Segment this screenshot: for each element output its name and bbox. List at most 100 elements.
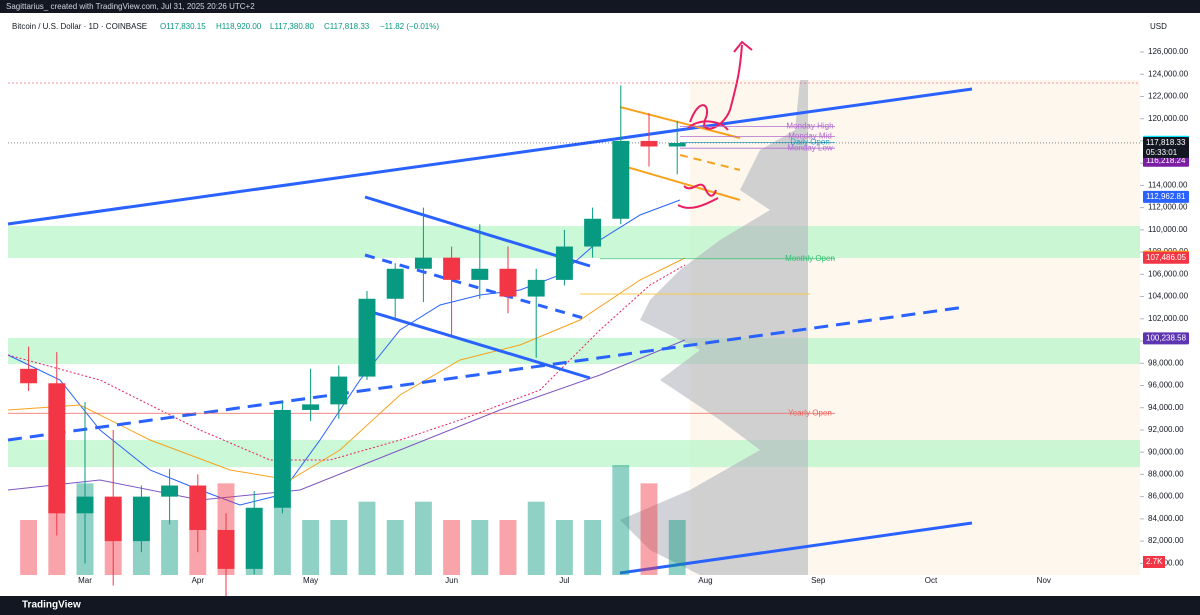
level-label: Yearly Open [788,408,832,417]
candle-body [217,529,235,569]
countdown-bg [1143,147,1189,158]
volume-tag-label: 2.7K [1146,557,1163,566]
zone [8,226,1140,258]
level-label: Monday High [786,122,833,131]
level-label: Monthly Open [785,254,835,263]
x-tick-label: Mar [78,576,92,585]
candle-body [161,485,179,497]
trendline [7,305,966,442]
x-tick-label: Apr [192,576,205,585]
ohlc-value: C117,818.33 [324,22,370,31]
brand: TradingView [22,600,81,611]
y-tick-label: 112,000.00 [1148,203,1188,212]
volume-bar [443,520,461,575]
volume-bar [273,501,291,575]
y-tick-label: 92,000.00 [1148,425,1184,434]
countdown: 05:33:01 [1146,148,1178,157]
y-tick-label: 122,000.00 [1148,92,1189,101]
y-tick-label: 98,000.00 [1148,358,1184,367]
currency: USD [1150,22,1167,31]
zone [8,338,1140,365]
level-label: Monday Mid [788,132,832,141]
trendline [7,87,973,226]
candle-body [414,257,432,269]
price-tag [1143,190,1189,203]
drawings [7,40,1140,575]
y-tick-label: 110,000.00 [1148,225,1188,234]
volume-tag [1143,556,1165,568]
channel [364,195,591,268]
candle-body [471,268,489,280]
ohlc-value: −11.82 (−0.01%) [380,22,439,31]
top-bar [0,0,1200,13]
volume-bar [499,520,517,575]
volume-bar [471,520,489,575]
zone [8,440,1140,468]
price-tag [1143,136,1189,149]
candle-body [555,246,573,280]
price-tag-label: 117,818.33 [1146,138,1186,147]
candle-body [668,142,686,147]
price-tag [1143,251,1189,264]
ma-mid [7,257,686,481]
x-tick-label: Aug [698,576,712,585]
level-label: Monday Low [787,143,833,152]
candle-body [443,257,461,280]
candle-body [358,298,376,377]
price-axis [1140,14,1200,584]
y-tick-label: 94,000.00 [1148,403,1184,412]
candle-body [499,268,517,297]
y-tick-label: 90,000.00 [1148,447,1184,456]
y-tick-label: 88,000.00 [1148,470,1184,479]
volume-bar [555,520,573,575]
candle-body [189,485,207,530]
ma-fast [7,199,681,506]
y-tick-label: 80,000.00 [1148,558,1184,567]
ohlc-value: H118,920.00 [216,22,262,31]
volume-bar [640,483,658,575]
volume-bar [302,520,320,575]
x-tick-label: Sep [811,576,826,585]
trendline [619,521,973,575]
channel [679,154,741,171]
x-tick-label: Jun [445,576,458,585]
bottom-bar [0,596,1200,615]
channel [619,106,741,139]
y-tick-label: 124,000.00 [1148,69,1189,78]
y-tick-label: 82,000.00 [1148,536,1184,545]
y-tick-label: 120,000.00 [1148,114,1189,123]
ma-slow [7,339,686,501]
candle-body [76,496,94,514]
symbol: Bitcoin / U.S. Dollar · 1D · COINBASE [12,22,147,31]
volume-bar [358,501,376,575]
channel [619,164,741,201]
channel [364,253,591,322]
candle-body [386,268,404,299]
volume-bar [668,520,686,575]
volume-bar [20,520,38,575]
volume-bar [612,465,630,575]
price-tag-label: 107,486.05 [1146,253,1187,262]
price-tag-label: 116,218.24 [1146,156,1186,165]
y-tick-label: 104,000.00 [1148,292,1189,301]
y-tick-label: 114,000.00 [1148,181,1188,190]
y-tick-label: 84,000.00 [1148,514,1184,523]
arrow [683,183,717,197]
channel [364,308,591,380]
arrow [689,44,743,130]
credit: Sagittarius_ created with TradingView.co… [6,2,255,11]
volume-bar [584,520,602,575]
candle-body [104,496,122,542]
candle-body [48,383,66,514]
x-tick-label: Nov [1037,576,1051,585]
arrow [677,197,719,209]
candle-body [245,507,263,569]
candle-body [20,368,38,384]
x-tick-label: Oct [925,576,938,585]
price-tag-label: 112,962.81 [1146,192,1186,201]
volume-bar [48,501,66,575]
y-tick-label: 86,000.00 [1148,492,1184,501]
x-tick-label: May [303,576,318,585]
candle-body [584,218,602,247]
y-tick-label: 102,000.00 [1148,314,1189,323]
